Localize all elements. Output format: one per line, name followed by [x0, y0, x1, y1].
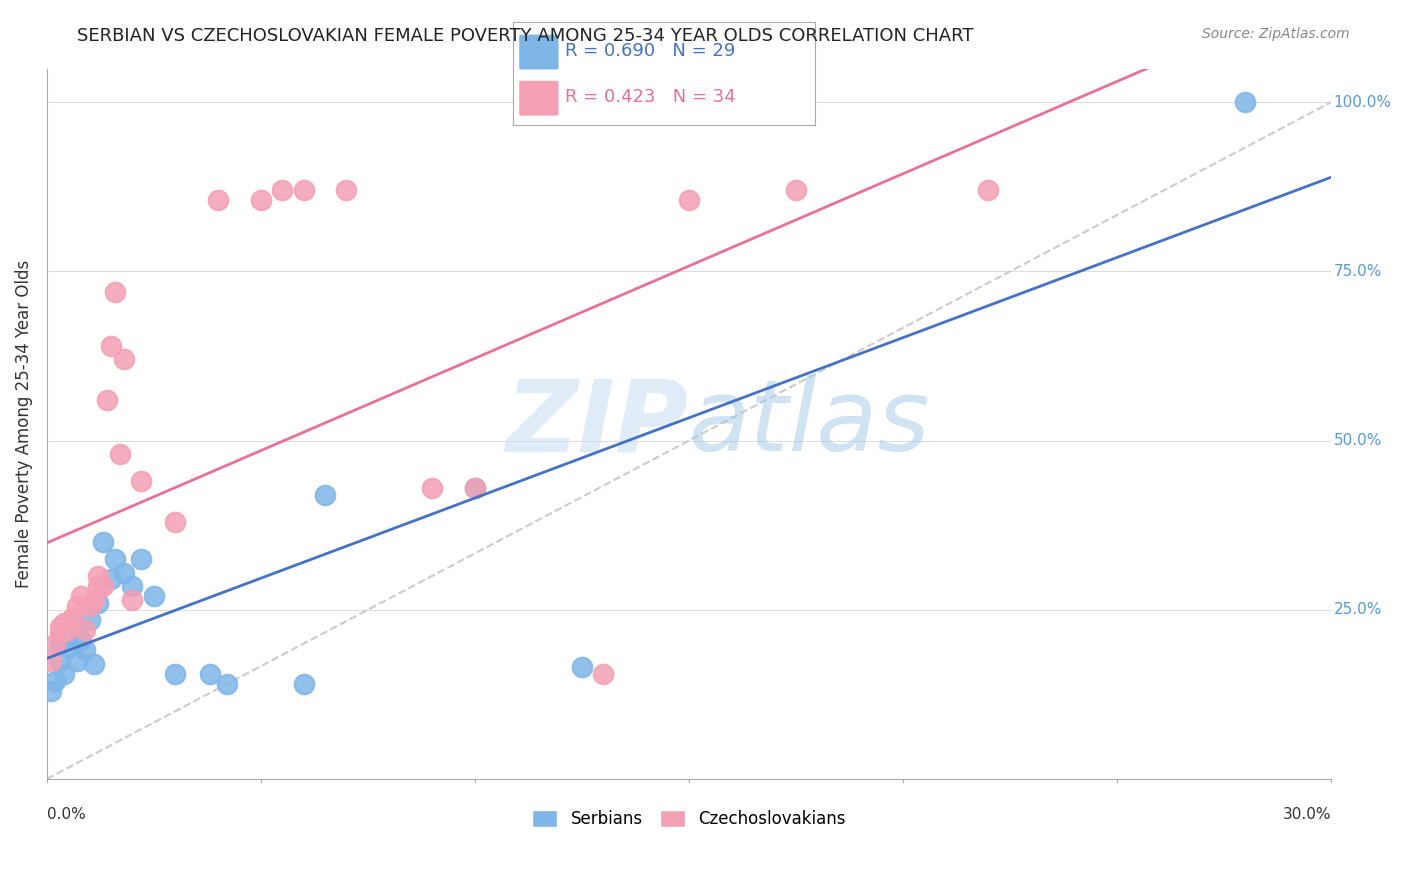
Point — [79, 613, 101, 627]
Point — [83, 657, 105, 671]
Point — [104, 285, 127, 299]
Point — [207, 194, 229, 208]
Point — [112, 566, 135, 580]
Text: SERBIAN VS CZECHOSLOVAKIAN FEMALE POVERTY AMONG 25-34 YEAR OLDS CORRELATION CHAR: SERBIAN VS CZECHOSLOVAKIAN FEMALE POVERT… — [77, 27, 974, 45]
Point — [292, 183, 315, 197]
Point — [464, 481, 486, 495]
Point — [96, 392, 118, 407]
Point — [87, 579, 110, 593]
Point — [129, 552, 152, 566]
Point — [1234, 95, 1257, 110]
Text: ZIP: ZIP — [506, 376, 689, 472]
Point — [44, 637, 66, 651]
Point — [58, 623, 80, 637]
FancyBboxPatch shape — [519, 35, 558, 70]
Point — [48, 637, 70, 651]
Point — [58, 640, 80, 654]
Point — [678, 194, 700, 208]
Point — [250, 194, 273, 208]
Point — [39, 653, 62, 667]
Point — [53, 667, 76, 681]
Point — [75, 623, 97, 637]
Point — [121, 579, 143, 593]
Point — [79, 599, 101, 614]
Point — [335, 183, 357, 197]
Point — [48, 620, 70, 634]
Y-axis label: Female Poverty Among 25-34 Year Olds: Female Poverty Among 25-34 Year Olds — [15, 260, 32, 588]
Text: 25.0%: 25.0% — [1333, 602, 1382, 617]
Point — [66, 653, 89, 667]
Point — [215, 677, 238, 691]
Point — [165, 515, 187, 529]
Point — [464, 481, 486, 495]
Text: atlas: atlas — [689, 376, 931, 472]
Point — [44, 673, 66, 688]
Point — [112, 352, 135, 367]
Point — [108, 447, 131, 461]
Point — [142, 589, 165, 603]
Point — [977, 183, 1000, 197]
Point — [39, 684, 62, 698]
Point — [165, 667, 187, 681]
Point — [91, 535, 114, 549]
Point — [87, 596, 110, 610]
Text: 100.0%: 100.0% — [1333, 95, 1392, 110]
Point — [571, 660, 593, 674]
Point — [75, 643, 97, 657]
Text: 50.0%: 50.0% — [1333, 434, 1382, 448]
Point — [785, 183, 807, 197]
Point — [292, 677, 315, 691]
Text: 75.0%: 75.0% — [1333, 264, 1382, 279]
Point — [198, 667, 221, 681]
Point — [129, 474, 152, 488]
Point — [100, 572, 122, 586]
Text: R = 0.423   N = 34: R = 0.423 N = 34 — [565, 88, 735, 106]
Point — [592, 667, 614, 681]
Point — [70, 589, 93, 603]
Point — [121, 592, 143, 607]
Text: Source: ZipAtlas.com: Source: ZipAtlas.com — [1202, 27, 1350, 41]
Point — [104, 552, 127, 566]
Point — [48, 653, 70, 667]
Point — [62, 620, 84, 634]
Text: 30.0%: 30.0% — [1282, 807, 1331, 822]
Point — [62, 609, 84, 624]
Point — [53, 616, 76, 631]
Point — [87, 569, 110, 583]
Point — [66, 599, 89, 614]
Point — [271, 183, 294, 197]
Text: R = 0.690   N = 29: R = 0.690 N = 29 — [565, 42, 735, 60]
Point — [58, 630, 80, 644]
Point — [91, 579, 114, 593]
Text: 0.0%: 0.0% — [46, 807, 86, 822]
Point — [70, 633, 93, 648]
Point — [48, 626, 70, 640]
Point — [83, 592, 105, 607]
Point — [314, 488, 336, 502]
Point — [420, 481, 443, 495]
FancyBboxPatch shape — [519, 81, 558, 116]
Legend: Serbians, Czechoslovakians: Serbians, Czechoslovakians — [526, 803, 852, 835]
Point — [100, 339, 122, 353]
